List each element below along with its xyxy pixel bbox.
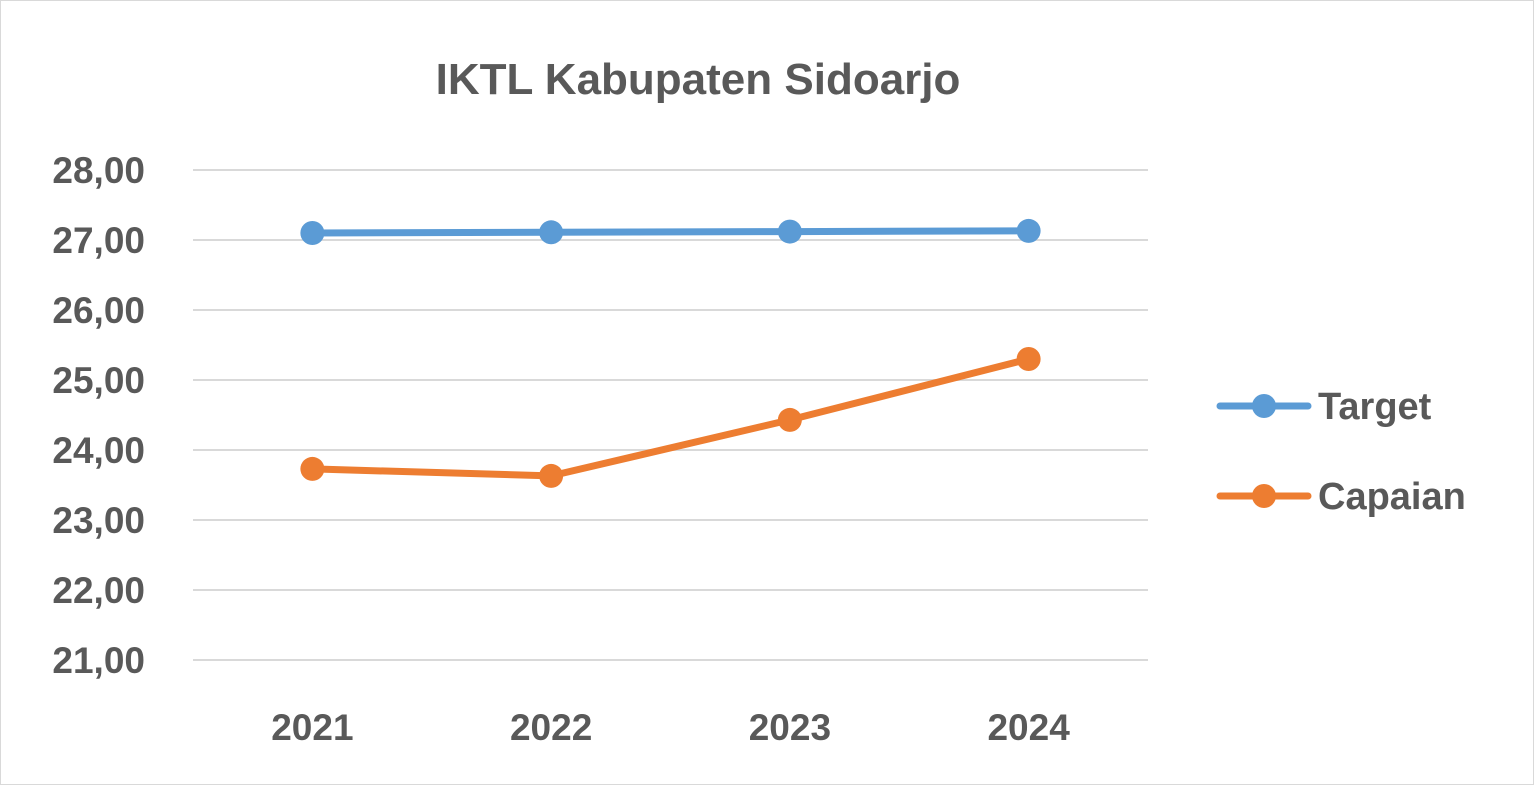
x-tick-label: 2021 (271, 707, 353, 748)
data-point (539, 220, 564, 245)
series-line (308, 355, 1033, 480)
y-tick-label: 27,00 (52, 220, 145, 261)
y-tick-label: 21,00 (52, 640, 145, 681)
chart-title: IKTL Kabupaten Sidoarjo (436, 55, 961, 104)
data-point (777, 407, 802, 432)
data-point (539, 463, 564, 488)
x-tick-label: 2024 (987, 707, 1070, 748)
data-point (300, 456, 325, 481)
y-tick-label: 22,00 (52, 570, 145, 611)
legend-label: Target (1318, 386, 1432, 428)
x-tick-label: 2023 (749, 707, 831, 748)
x-axis-tick-labels: 2021 2022 2023 2024 (271, 707, 1070, 748)
legend-marker (1252, 484, 1276, 508)
data-point (300, 221, 325, 245)
series-capaian (300, 347, 1041, 488)
data-point (1016, 347, 1041, 371)
series-line (308, 227, 1033, 237)
gridlines (193, 169, 1148, 661)
data-point (777, 219, 802, 244)
y-tick-label: 26,00 (52, 290, 145, 331)
legend-marker (1252, 394, 1276, 418)
series-target (300, 218, 1041, 245)
y-tick-label: 24,00 (52, 430, 145, 471)
data-point (1016, 218, 1041, 243)
legend-item-target: Target (1216, 386, 1432, 428)
y-axis-tick-labels: 21,00 22,00 23,00 24,00 25,00 26,00 27,00 28,00 (52, 150, 145, 681)
legend-label: Capaian (1318, 476, 1466, 518)
legend: Target Capaian (1216, 386, 1466, 518)
y-tick-label: 25,00 (52, 360, 145, 401)
x-tick-label: 2022 (510, 707, 592, 748)
series-lines (300, 218, 1041, 488)
y-tick-label: 23,00 (52, 500, 145, 541)
legend-item-capaian: Capaian (1216, 476, 1466, 518)
y-tick-label: 28,00 (52, 150, 145, 191)
